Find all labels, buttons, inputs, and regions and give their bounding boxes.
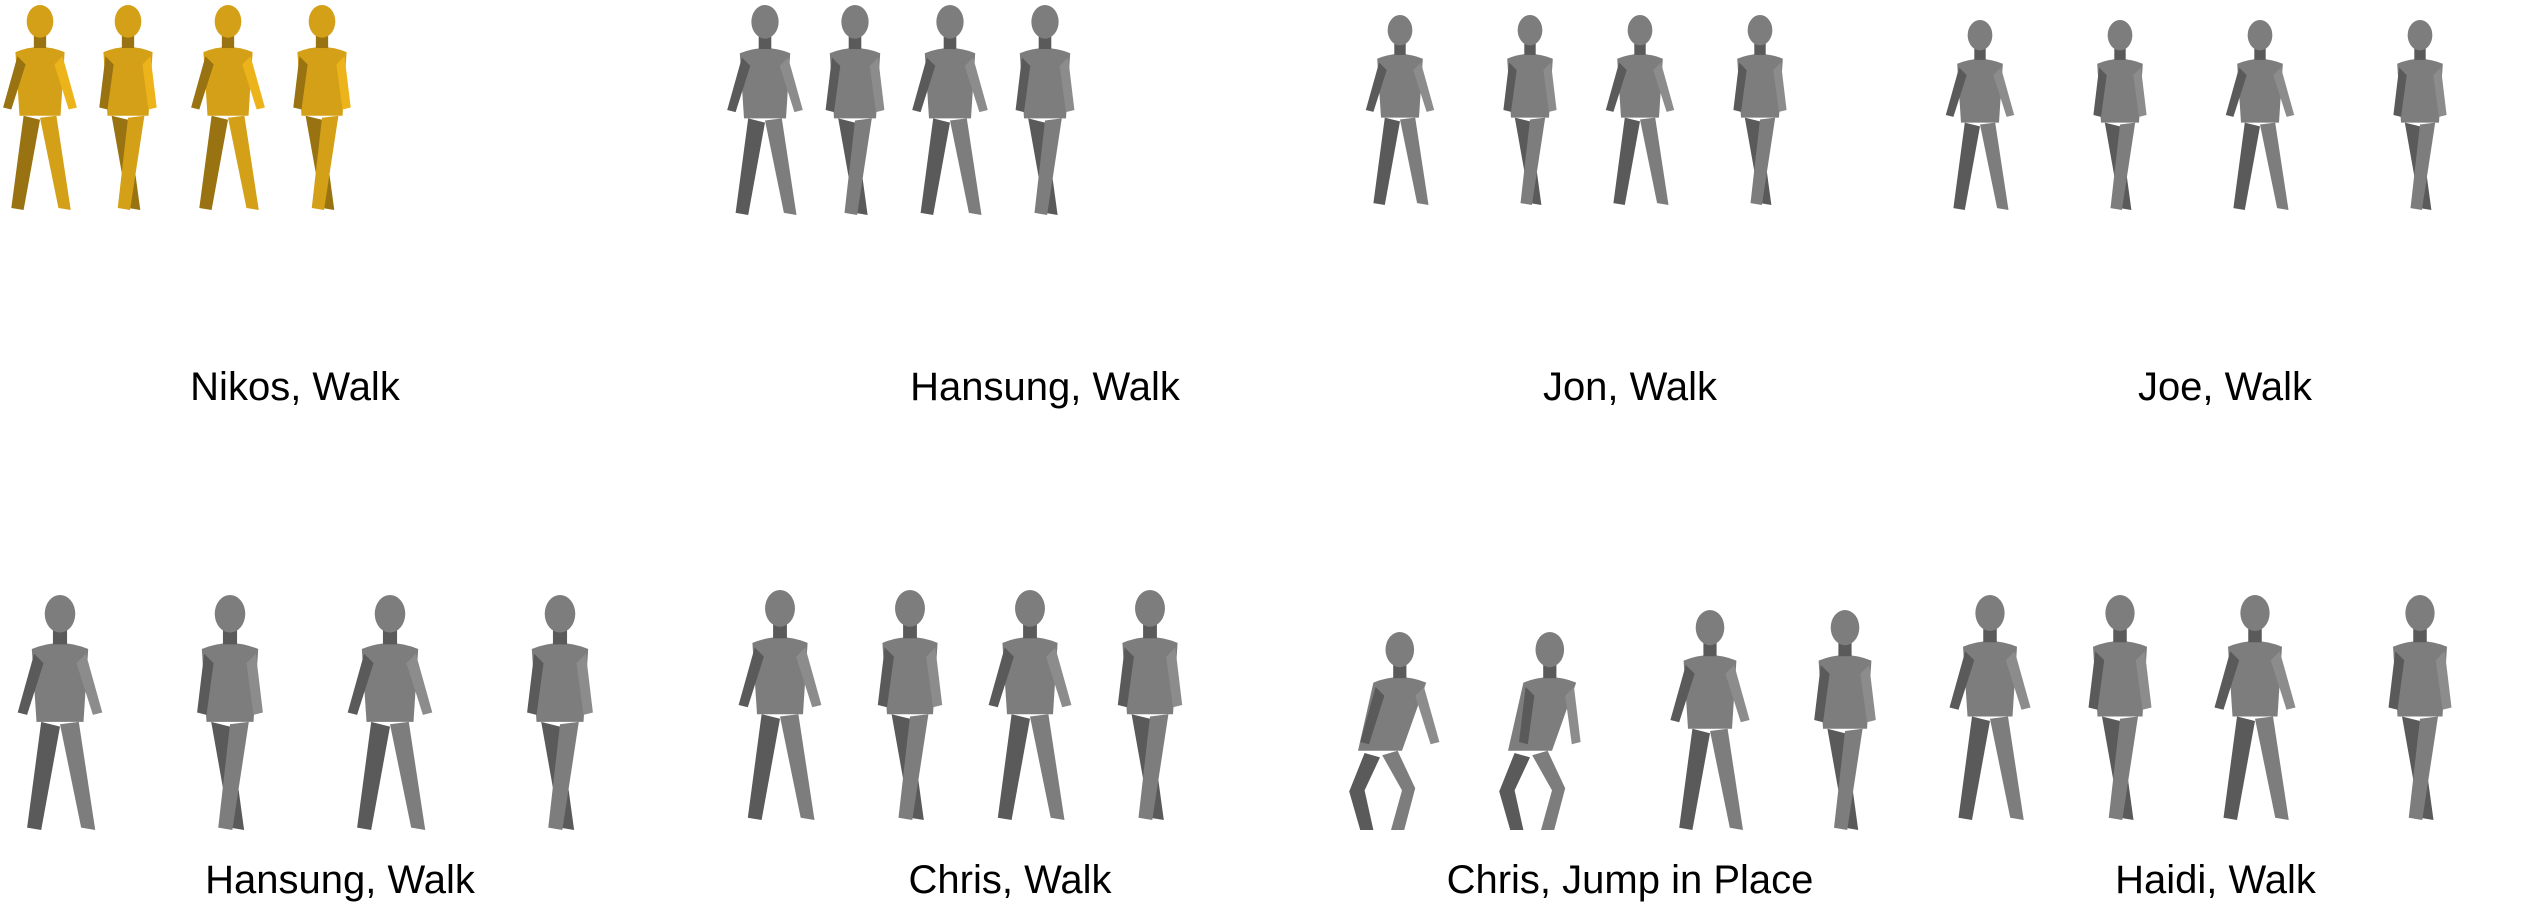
- mesh-figures-haidi: [1949, 595, 2452, 820]
- mesh-figure: [1945, 19, 2015, 210]
- mesh-figure: [1365, 14, 1435, 205]
- mesh-figures-nikos: [3, 5, 351, 210]
- mesh-figure: [527, 595, 593, 830]
- panel-hansung-walk-1: Hansung, Walk: [725, 0, 1365, 440]
- mesh-figure: [99, 5, 157, 210]
- mesh-figure: [1117, 590, 1183, 820]
- mesh-figure: [738, 590, 822, 820]
- panel-nikos-walk: Nikos, Walk: [0, 0, 590, 440]
- panel-joe-walk: Joe, Walk: [1930, 0, 2520, 440]
- caption-chris-jump: Chris, Jump in Place: [1446, 858, 1814, 902]
- mesh-figures-chris-jump: [1349, 610, 1876, 830]
- mesh-figure: [1949, 595, 2031, 820]
- mesh-figure: [17, 595, 103, 830]
- caption-jon-walk: Jon, Walk: [1542, 365, 1718, 409]
- mesh-figure: [347, 595, 433, 830]
- mesh-figures-jon: [1365, 14, 1787, 205]
- mesh-figure: [2093, 19, 2147, 210]
- panel-chris-jump: Chris, Jump in Place: [1290, 450, 1970, 917]
- caption-haidi-walk: Haidi, Walk: [2115, 858, 2316, 902]
- mesh-figure: [1670, 610, 1750, 830]
- mesh-figure: [2225, 19, 2295, 210]
- caption-hansung-walk-2: Hansung, Walk: [205, 858, 475, 902]
- mesh-figure: [727, 5, 803, 215]
- mesh-figure: [877, 590, 943, 820]
- mesh-figure: [3, 5, 77, 210]
- mesh-figures-hansung-2: [17, 595, 593, 830]
- mesh-figure: [1733, 14, 1787, 205]
- mesh-figure: [1503, 14, 1557, 205]
- mesh-figure: [988, 590, 1072, 820]
- mesh-figures-joe: [1945, 19, 2447, 210]
- mesh-figure: [1499, 632, 1581, 830]
- mesh-figure: [1605, 14, 1675, 205]
- panel-hansung-walk-2: Hansung, Walk: [0, 450, 680, 917]
- mesh-figure: [191, 5, 265, 210]
- panel-haidi-walk: Haidi, Walk: [1910, 450, 2521, 917]
- mesh-figure: [912, 5, 988, 215]
- mesh-figure: [825, 5, 885, 215]
- mesh-figure: [293, 5, 351, 210]
- mesh-figure: [2393, 19, 2447, 210]
- mesh-figures-chris-walk: [738, 590, 1183, 820]
- mesh-figure: [197, 595, 263, 830]
- panel-jon-walk: Jon, Walk: [1360, 0, 1900, 440]
- caption-chris-walk: Chris, Walk: [908, 858, 1112, 902]
- caption-nikos-walk: Nikos, Walk: [190, 365, 400, 409]
- mesh-figure: [1015, 5, 1075, 215]
- mesh-figures-hansung-1: [727, 5, 1075, 215]
- caption-joe-walk: Joe, Walk: [2137, 365, 2313, 409]
- mesh-figure: [2388, 595, 2452, 820]
- mesh-figure: [1349, 632, 1440, 830]
- caption-hansung-walk-1: Hansung, Walk: [910, 365, 1180, 409]
- panel-chris-walk: Chris, Walk: [700, 450, 1320, 917]
- mesh-figure: [1814, 610, 1876, 830]
- mesh-figure: [2088, 595, 2152, 820]
- mesh-figure: [2214, 595, 2296, 820]
